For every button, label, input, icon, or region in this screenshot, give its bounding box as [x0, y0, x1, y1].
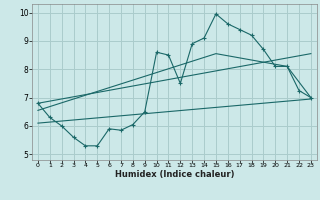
X-axis label: Humidex (Indice chaleur): Humidex (Indice chaleur) — [115, 170, 234, 179]
